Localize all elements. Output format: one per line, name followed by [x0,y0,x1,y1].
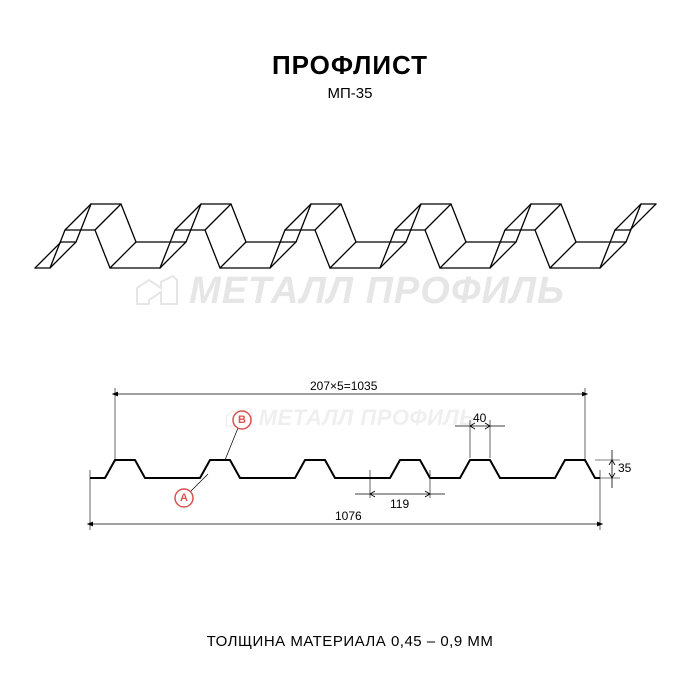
dim-overall: 1076 [335,509,362,523]
page-title: ПРОФЛИСТ [0,50,700,81]
profile-3d-view [30,170,670,310]
svg-text:B: B [238,414,246,426]
model-code: МП-35 [0,85,700,102]
thickness-note: ТОЛЩИНА МАТЕРИАЛА 0,45 – 0,9 ММ [0,633,700,650]
dim-rib-top: 40 [473,411,487,425]
dim-height: 35 [618,461,632,475]
dim-top-span: 207×5=1035 [310,379,378,393]
dim-pitch: 119 [390,497,409,511]
svg-text:A: A [180,492,188,504]
profile-cross-section: 207×5=1035 40 35 119 1076 B A [60,370,640,550]
marker-b: B [225,411,251,460]
